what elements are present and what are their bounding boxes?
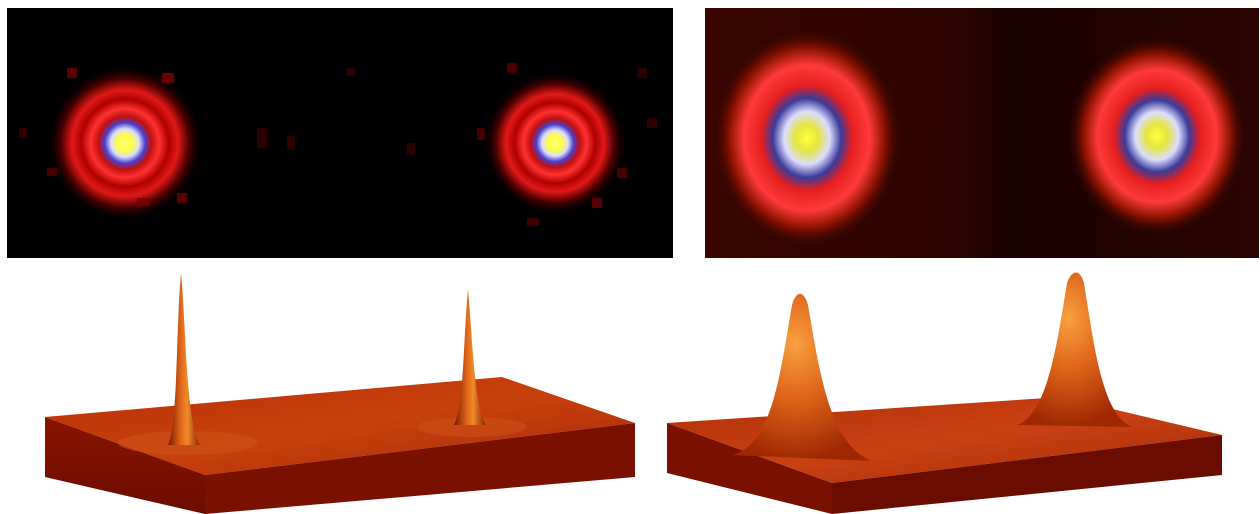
surface-front-side [667, 423, 832, 514]
surface-right-side [205, 423, 635, 514]
heatmap-left-narrow-peaks [7, 8, 673, 258]
surface-right-side [832, 435, 1222, 514]
left-peak-1 [19, 65, 203, 221]
heatmap-left-svg [7, 8, 673, 258]
right-heatmap-peak-1 [712, 28, 902, 248]
left-peak-2 [477, 63, 627, 226]
background-noise [257, 68, 657, 155]
heatmap-right-svg [705, 8, 1259, 258]
heatmap-right-broad-peaks [705, 8, 1259, 258]
right-heatmap-peak-2 [1067, 36, 1247, 236]
surface-front-side [45, 417, 205, 514]
surface-peak-2 [1017, 272, 1132, 427]
surface-right-svg [667, 272, 1222, 514]
surface-left-svg [45, 273, 635, 514]
surface-spike-1 [168, 273, 200, 445]
surface-peak-1 [732, 293, 872, 461]
surface-right-broad-peaks [662, 265, 1228, 514]
surface-spike-2 [454, 289, 486, 425]
surface-left-sharp-peaks [40, 265, 640, 514]
